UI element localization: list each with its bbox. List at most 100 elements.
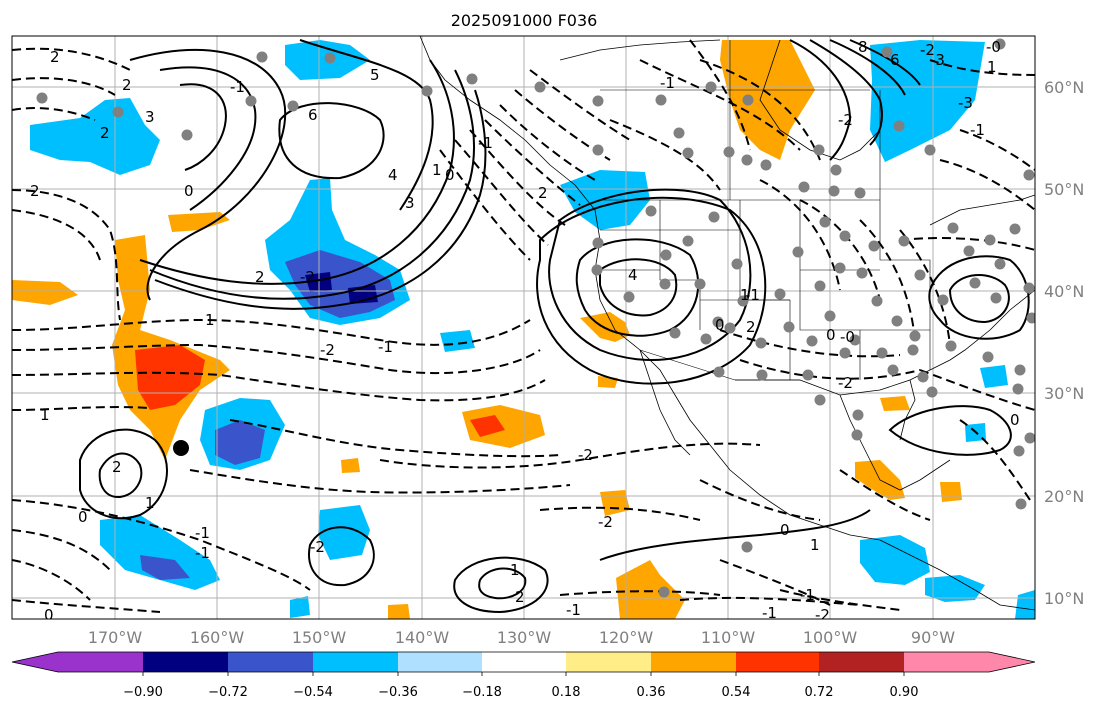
contour-labels: 2 2 2 3 6 0 4 3 2 1 0 -1 -2 -1 1 2 -2 -2…: [30, 38, 1020, 624]
map-title: 2025091000 F036: [451, 11, 598, 30]
contour-label: 2: [746, 318, 756, 336]
contour-label: 1: [205, 311, 215, 329]
lat-label-10n: 10°N: [1044, 589, 1084, 608]
contour-label: -3: [930, 51, 945, 69]
shade-negative-small-south: [290, 596, 310, 618]
shade-negative-hudson-bay: [870, 40, 985, 162]
colorbar-segment: [313, 652, 398, 672]
contour-label: 2: [255, 268, 265, 286]
contour-label: -1: [566, 601, 581, 619]
lon-label-120w: 120°W: [599, 628, 654, 647]
shade-positive-gulf: [880, 396, 910, 411]
colorbar-tick: 0.36: [637, 685, 666, 700]
coastlines: [419, 36, 1035, 611]
contour-label: 1: [987, 58, 997, 76]
contour-label: 3: [145, 108, 155, 126]
contour-label: -1: [660, 74, 675, 92]
colorbar-segment: [651, 652, 736, 672]
contour-label: 0: [780, 521, 790, 539]
lon-label-100w: 100°W: [803, 628, 858, 647]
highlight-marker: [173, 440, 189, 456]
contour-label: -0: [840, 328, 855, 346]
contour-label: 0: [445, 166, 455, 184]
shade-strong-positive-west-pacific: [135, 345, 205, 410]
contour-label: 1: [740, 286, 750, 304]
contour-label: 1: [40, 406, 50, 424]
lat-label-60n: 60°N: [1044, 78, 1084, 97]
shade-negative-caribbean-south: [860, 535, 930, 585]
dashed-contours: [12, 39, 1035, 613]
colorbar-tick: 0.54: [722, 685, 751, 700]
contour-label: 0: [1010, 411, 1020, 429]
contour-label: 2: [30, 182, 40, 200]
shade-strong-positive-central-pacific: [470, 415, 505, 437]
graticule: [12, 36, 1035, 619]
shade-positive-north-pacific: [168, 212, 230, 232]
contour-label: 5: [370, 66, 380, 84]
lon-label-90w: 90°W: [911, 628, 955, 647]
colorbar-tick: 0.90: [890, 685, 919, 700]
contour-label: -2: [310, 538, 325, 556]
lon-label-110w: 110°W: [701, 628, 756, 647]
shade-negative-south-west: [100, 515, 220, 590]
contour-label: 3: [405, 194, 415, 212]
contour-label: -1: [230, 78, 245, 96]
shade-negative-atlantic-small: [980, 365, 1008, 388]
contour-label: -2: [920, 41, 935, 59]
contour-label: 2: [538, 184, 548, 202]
shade-positive-small-south: [388, 604, 410, 619]
lon-label-170w: 170°W: [88, 628, 143, 647]
contour-label: 2: [100, 124, 110, 142]
contour-label: -2: [838, 374, 853, 392]
contour-label: -3: [958, 94, 973, 112]
colorbar-segment: [143, 652, 228, 672]
contour-label: -1: [195, 524, 210, 542]
contour-label: 0: [826, 326, 836, 344]
station-dots: [36, 38, 1035, 598]
contour-label: 0: [715, 316, 725, 334]
contour-label: 4: [628, 266, 638, 284]
shade-positive-caribbean: [940, 482, 962, 502]
contour-label: -2: [838, 111, 853, 129]
contour-label: 6: [890, 51, 900, 69]
contour-label: 6: [308, 106, 318, 124]
colorbar: −0.90 −0.72 −0.54 −0.36 −0.18 0.18 0.36 …: [11, 651, 1036, 700]
contour-label: 0: [78, 508, 88, 526]
colorbar-tick: −0.36: [378, 685, 418, 700]
latitude-axis: 60°N 50°N 40°N 30°N 20°N 10°N: [1044, 78, 1084, 608]
lat-label-30n: 30°N: [1044, 384, 1084, 403]
contour-label: 1: [432, 161, 442, 179]
contour-label: -1: [378, 338, 393, 356]
contour-label: 1: [510, 561, 520, 579]
colorbar-segment: [482, 652, 566, 672]
contour-label: -1: [762, 604, 777, 622]
contour-label: 2: [50, 48, 60, 66]
contour-label: -2: [815, 606, 830, 624]
lon-label-160w: 160°W: [190, 628, 245, 647]
contour-label: 2: [515, 588, 525, 606]
colorbar-segment: [58, 652, 143, 672]
shade-positive-west-edge: [12, 280, 78, 305]
colorbar-tick: −0.90: [123, 685, 163, 700]
shade-negative-caribbean-east: [925, 575, 985, 602]
map-panel: 2 2 2 3 6 0 4 3 2 1 0 -1 -2 -1 1 2 -2 -2…: [11, 35, 1036, 624]
lon-label-150w: 150°W: [292, 628, 347, 647]
contour-label: 1: [145, 494, 155, 512]
colorbar-min-extend: [12, 652, 58, 672]
contour-label: -1: [745, 286, 760, 304]
contour-label: 2: [122, 76, 132, 94]
contour-label: -1: [970, 121, 985, 139]
contour-label: -1: [195, 544, 210, 562]
colorbar-max-extend: [989, 652, 1035, 672]
contour-label: 0: [184, 182, 194, 200]
colorbar-segment: [819, 652, 904, 672]
contour-label: 1: [810, 536, 820, 554]
contour-label: 0: [44, 606, 54, 624]
contour-label: -2: [300, 268, 315, 286]
colorbar-segment: [228, 652, 313, 672]
contour-label: -2: [320, 341, 335, 359]
shade-negative-aleutians-west: [30, 98, 160, 175]
colorbar-tick: −0.18: [462, 685, 502, 700]
shade-strong-negative-hawaii: [215, 420, 265, 465]
